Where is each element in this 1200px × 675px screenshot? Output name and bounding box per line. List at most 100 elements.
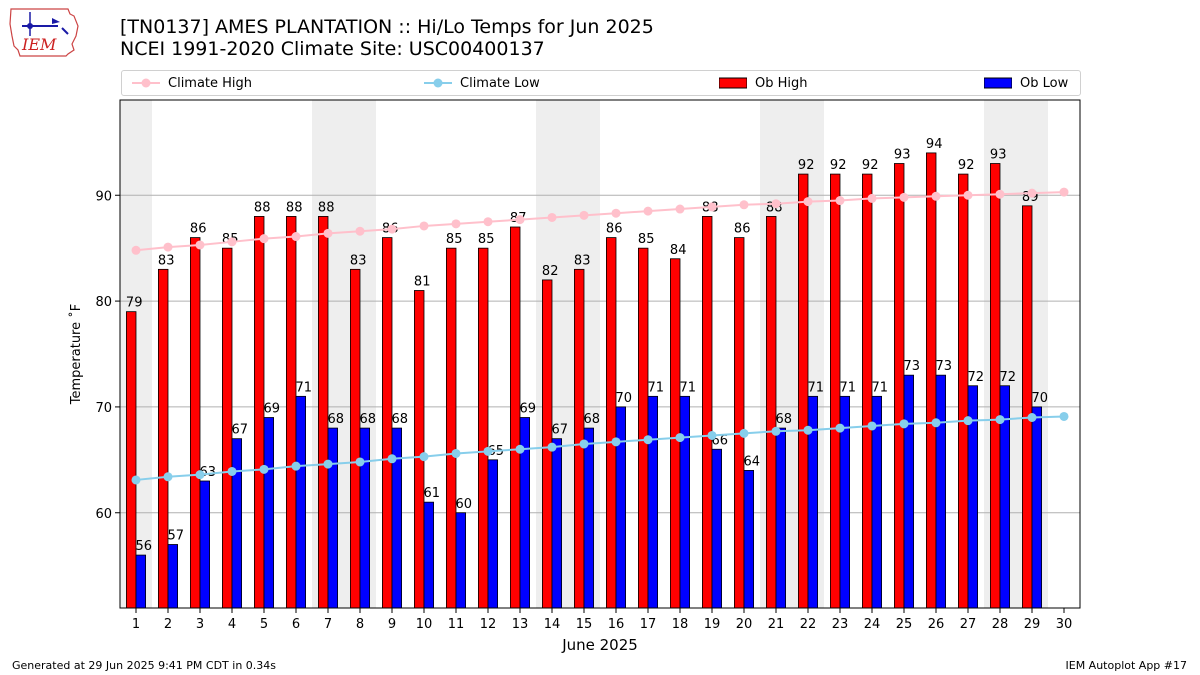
ob-high-value-label: 86 [382,222,399,237]
ob-low-value-label: 71 [680,380,697,395]
climate-high-point [867,193,877,203]
x-tick-label: 23 [832,617,849,632]
ob-high-bar [990,163,1001,609]
climate-low-point [899,419,909,429]
climate-low-point [611,437,621,447]
ob-low-bar [423,501,435,609]
x-tick-label: 3 [196,617,204,632]
ob-low-bar [455,512,467,609]
climate-low-point [1027,413,1037,422]
ob-high-value-label: 89 [1022,190,1039,205]
ob-low-bar [263,417,275,609]
climate-high-point [195,240,205,250]
x-tick-label: 9 [388,617,396,632]
x-tick-label: 10 [416,617,433,632]
ob-low-bar [839,395,851,609]
weekend-band [568,100,600,608]
climate-low-point [131,475,141,485]
ob-low-value-label: 71 [840,380,857,395]
ob-high-bar [638,247,649,609]
x-tick-label: 25 [896,617,913,632]
ob-low-bar [935,374,947,609]
x-tick-label: 19 [704,617,721,632]
ob-high-value-label: 79 [126,296,143,311]
x-tick-label: 7 [324,617,332,632]
ob-low-value-label: 71 [872,380,889,395]
ob-high-bar [221,247,233,609]
ob-high-bar [157,268,169,609]
weekend-band [760,100,792,608]
ob-low-bar [967,385,979,609]
ob-low-value-label: 66 [712,433,729,448]
ob-high-value-label: 86 [190,222,207,237]
ob-high-value-label: 83 [350,253,367,268]
weekend-band [536,100,568,608]
y-axis-label: Temperature ˚F [68,304,84,405]
ob-high-bar [253,216,265,609]
ob-low-bar [327,427,339,609]
climate-high-point [611,208,621,218]
climate-low-point [867,421,877,431]
climate-low-point [579,439,589,449]
chart-title-line1: [TN0137] AMES PLANTATION :: Hi/Lo Temps … [120,16,654,38]
ob-high-bar [670,258,681,609]
ob-low-bar [903,374,915,609]
ob-high-value-label: 93 [990,148,1007,163]
ob-high-bar [894,163,905,609]
climate-high-point [291,232,301,242]
ob-low-value-label: 57 [168,529,185,544]
ob-high-value-label: 88 [286,200,303,215]
ob-high-value-label: 85 [222,232,239,247]
ob-high-bar [477,247,489,609]
climate-low-point [739,428,749,438]
weekend-band [344,100,376,608]
x-tick-label: 4 [228,617,236,632]
legend-item-ob-high: Ob High [719,71,808,95]
chart-title-line2: NCEI 1991-2020 Climate Site: USC00400137 [120,38,545,60]
ob-high-bar [1022,205,1033,609]
ob-high-value-label: 87 [510,211,527,226]
ob-high-bar [445,247,457,609]
x-axis-label: June 2025 [561,636,638,654]
x-tick-label: 27 [960,617,977,632]
climate-high-point [323,228,333,238]
x-tick-label: 21 [768,617,785,632]
ob-high-bar [381,237,393,609]
climate-high-point [483,217,493,227]
ob-low-bar [615,406,627,609]
ob-low-bar [199,480,211,609]
climate-low-point [355,457,365,467]
ob-low-bar [871,395,883,609]
ob-high-value-label: 88 [318,200,335,215]
ob-low-value-label: 56 [136,539,153,554]
climate-low-point [931,418,941,428]
ob-low-value-label: 67 [232,423,249,438]
x-tick-label: 22 [800,617,817,632]
ob-high-bar [862,173,873,609]
x-tick-label: 5 [260,617,268,632]
weekend-band [120,100,152,608]
climate-low-point [835,423,845,433]
x-tick-label: 8 [356,617,364,632]
ob-high-bar [574,268,585,609]
logo-text: IEM [21,35,57,54]
legend-item-climate-low: Climate Low [424,71,540,95]
climate-high-point [355,226,365,236]
ob-high-bar [734,237,745,609]
weekend-band [792,100,824,608]
x-tick-label: 13 [512,617,529,632]
climate-low-point [483,446,493,456]
ob-high-value-label: 92 [862,158,879,173]
y-tick-label: 90 [95,189,112,204]
ob-low-bar [583,427,595,609]
ob-low-value-label: 63 [200,465,217,480]
x-tick-label: 28 [992,617,1009,632]
ob-high-value-label: 92 [798,158,815,173]
climate-high-point [515,215,525,225]
climate-low-point [163,472,173,482]
x-tick-label: 6 [292,617,300,632]
legend-swatch-ob-high [719,77,747,89]
ob-low-value-label: 69 [520,402,537,417]
ob-low-bar [679,395,691,609]
climate-low-point [227,466,237,476]
